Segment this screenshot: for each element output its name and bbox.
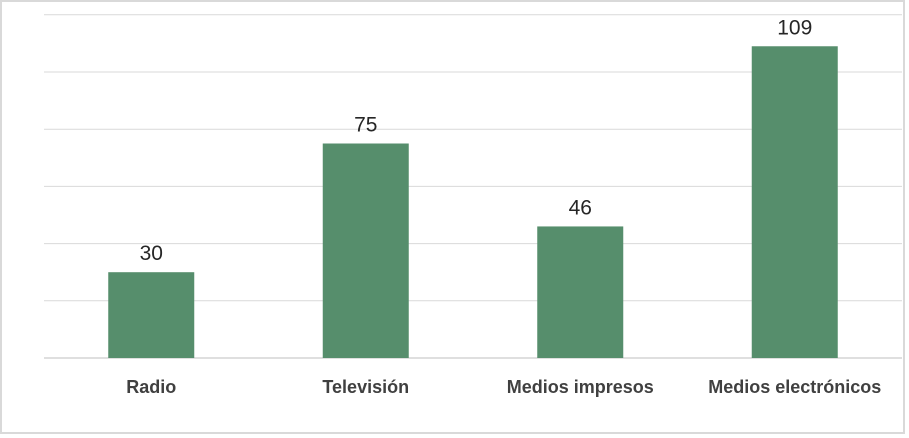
category-label-1: Televisión — [322, 377, 409, 397]
value-label-0: 30 — [140, 242, 163, 265]
bar-0 — [108, 272, 195, 358]
value-labels: 30 75 46 109 — [140, 16, 813, 265]
bar-2 — [537, 226, 624, 358]
value-label-2: 46 — [569, 196, 592, 219]
value-label-1: 75 — [354, 114, 377, 137]
category-label-2: Medios impresos — [507, 377, 654, 397]
bar-1 — [322, 143, 409, 358]
bar-3 — [751, 46, 838, 358]
value-label-3: 109 — [777, 16, 812, 39]
category-label-3: Medios electrónicos — [708, 377, 881, 397]
category-labels: Radio Televisión Medios impresos Medios ele… — [126, 377, 881, 397]
category-label-0: Radio — [126, 377, 176, 397]
bars — [108, 46, 838, 358]
